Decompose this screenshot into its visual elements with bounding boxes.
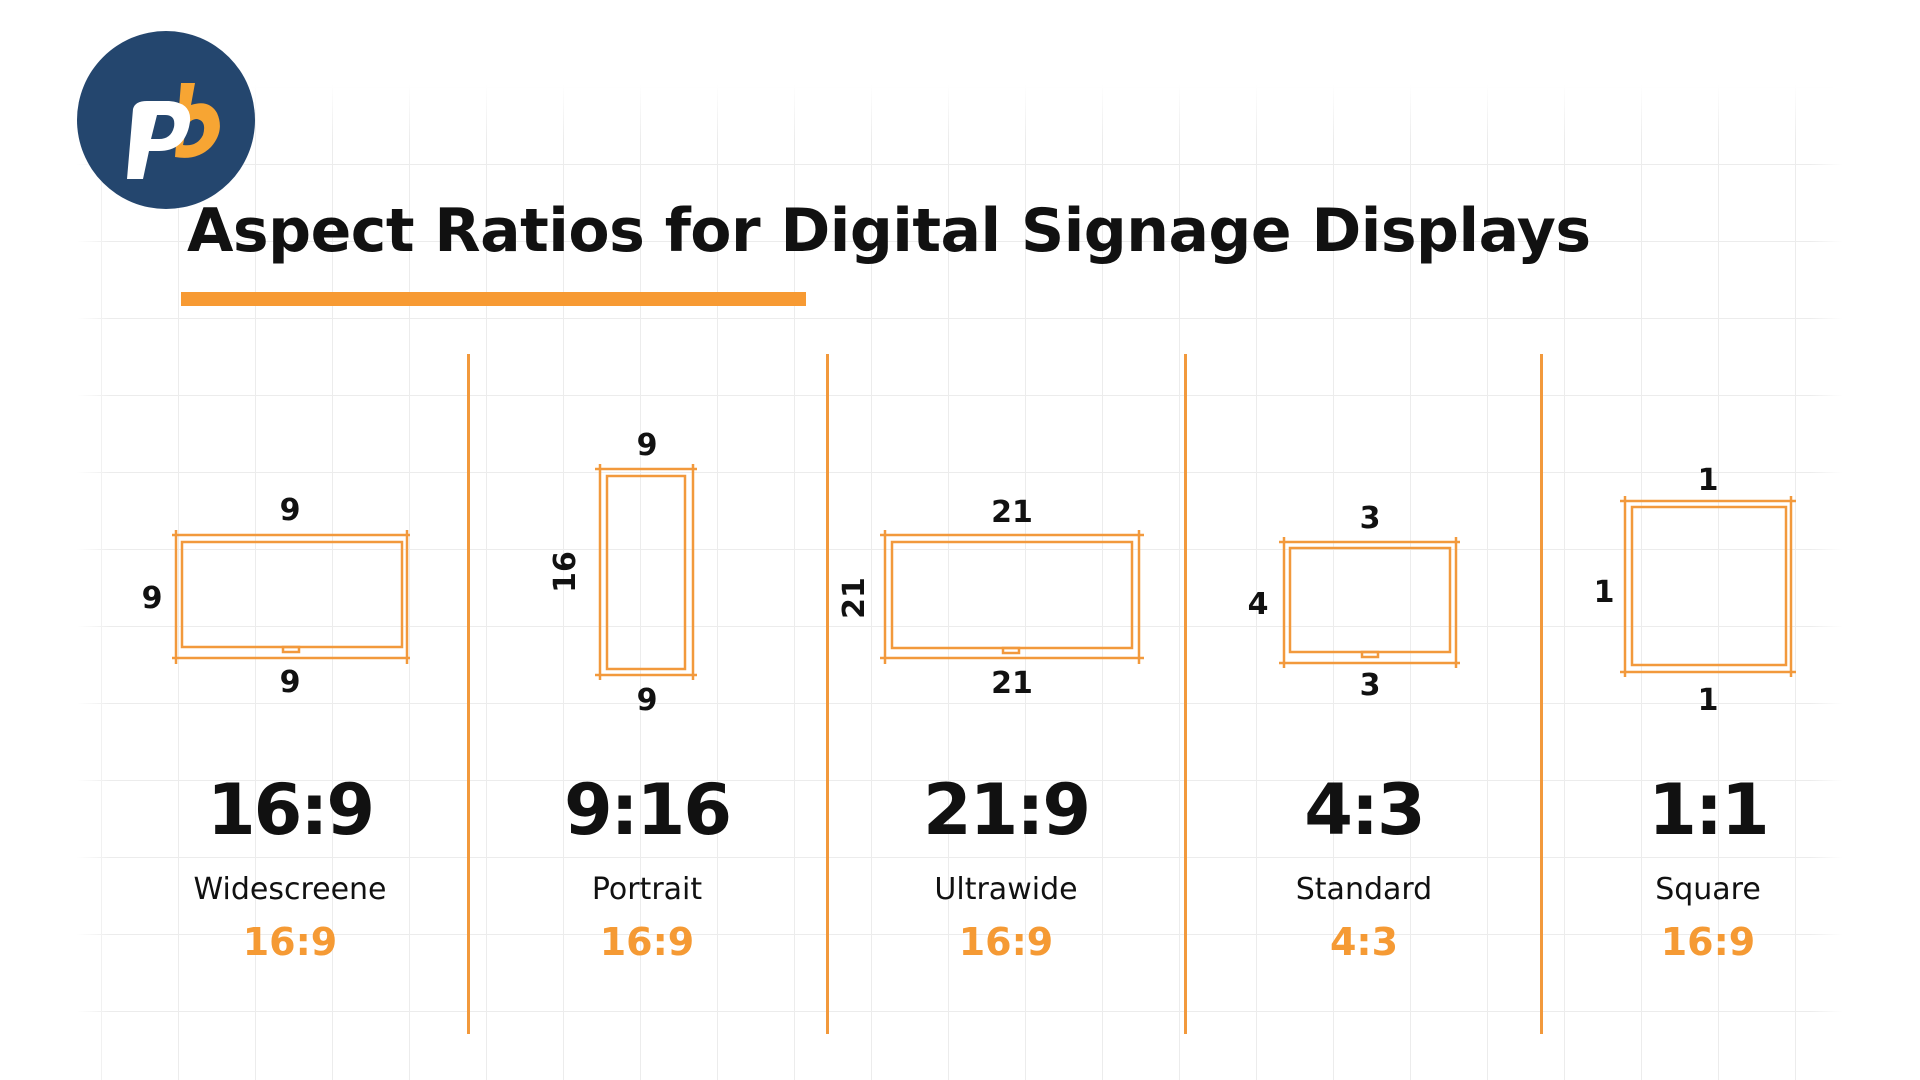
pb-logo	[77, 31, 255, 209]
dim-top: 1	[1698, 463, 1719, 498]
page-title: Aspect Ratios for Digital Signage Displa…	[187, 196, 1591, 266]
column-divider	[467, 354, 470, 1034]
portrait-diagram: 9 16 9	[548, 428, 697, 718]
display-widescreen: 9 9 9 16:9 Widescreene 16:9	[110, 380, 470, 980]
standard-diagram: 3 4 3	[1248, 501, 1460, 703]
dim-left: 4	[1248, 587, 1269, 622]
ratio-value: 1:1	[1648, 769, 1769, 851]
title-underline	[181, 292, 806, 306]
dim-top: 21	[991, 495, 1033, 530]
dim-top: 3	[1360, 501, 1381, 536]
grid-fade-left	[0, 0, 110, 1080]
display-ultrawide: 21 21 21 21:9 Ultrawide 16:9	[826, 380, 1186, 980]
column-divider	[1184, 354, 1187, 1034]
dim-bottom: 21	[991, 666, 1033, 701]
display-portrait: 9 16 9 9:16 Portrait 16:9	[467, 380, 827, 980]
ratio-value: 9:16	[563, 769, 732, 851]
ratio-value: 16:9	[206, 769, 375, 851]
ratio-sub: 4:3	[1329, 920, 1399, 964]
dim-left: 1	[1594, 575, 1615, 610]
column-divider	[1540, 354, 1543, 1034]
display-standard: 3 4 3 4:3 Standard 4:3	[1184, 380, 1544, 980]
square-diagram: 1 1 1	[1594, 463, 1796, 718]
pb-logo-mark	[127, 83, 220, 179]
ratio-sub: 16:9	[242, 920, 338, 964]
widescreen-diagram: 9 9 9	[142, 493, 410, 700]
ratio-value: 21:9	[922, 769, 1091, 851]
logo-letter-p	[127, 101, 191, 179]
ratio-sub: 16:9	[1660, 920, 1756, 964]
ratio-name: Portrait	[591, 872, 703, 907]
dim-left: 16	[548, 551, 583, 593]
column-divider	[826, 354, 829, 1034]
dim-top: 9	[280, 493, 301, 528]
ratio-sub: 16:9	[958, 920, 1054, 964]
grid-fade-right	[1810, 0, 1920, 1080]
dim-bottom: 9	[280, 665, 301, 700]
dim-bottom: 1	[1698, 683, 1719, 718]
dim-bottom: 3	[1360, 668, 1381, 703]
ratio-name: Standard	[1295, 872, 1433, 907]
grid-fade-top	[0, 0, 1920, 140]
dim-bottom: 9	[637, 683, 658, 718]
dim-top: 9	[637, 428, 658, 463]
ratio-value: 4:3	[1304, 769, 1425, 851]
ratio-sub: 16:9	[599, 920, 695, 964]
display-square: 1 1 1 1:1 Square 16:9	[1540, 380, 1900, 980]
ratio-name: Square	[1655, 872, 1761, 907]
dim-left: 21	[837, 577, 872, 619]
dim-left: 9	[142, 581, 163, 616]
logo-letter-b	[175, 83, 220, 158]
ratio-name: Widescreene	[193, 872, 387, 907]
ultrawide-diagram: 21 21 21	[837, 495, 1144, 701]
ratio-name: Ultrawide	[934, 872, 1078, 907]
